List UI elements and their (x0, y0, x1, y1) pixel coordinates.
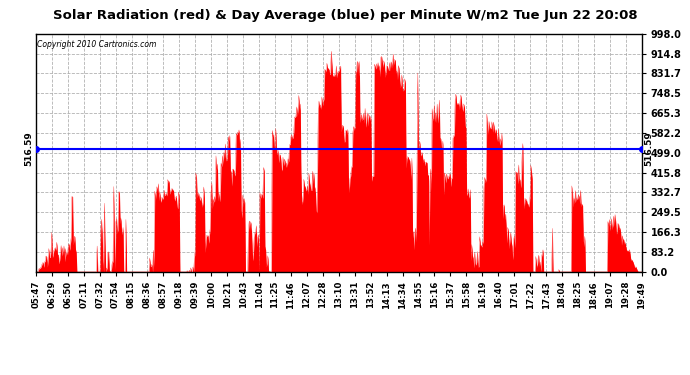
Text: 516.59: 516.59 (644, 131, 653, 166)
Text: Solar Radiation (red) & Day Average (blue) per Minute W/m2 Tue Jun 22 20:08: Solar Radiation (red) & Day Average (blu… (52, 9, 638, 22)
Text: 516.59: 516.59 (24, 131, 33, 166)
Text: Copyright 2010 Cartronics.com: Copyright 2010 Cartronics.com (37, 40, 157, 49)
